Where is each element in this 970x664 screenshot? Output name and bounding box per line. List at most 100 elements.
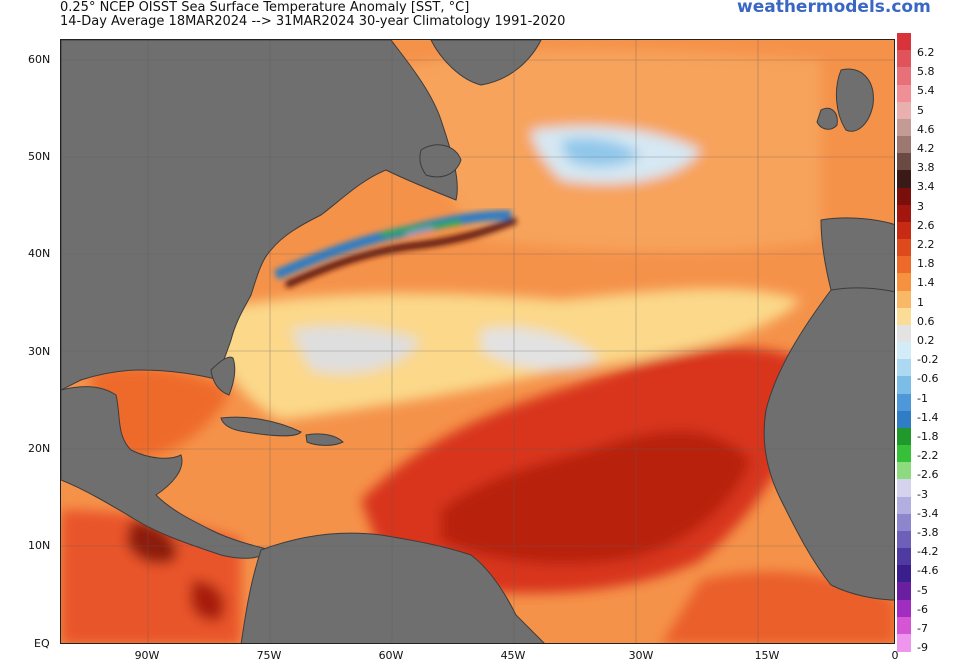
lon-label-0: 0 bbox=[891, 649, 899, 662]
map-frame bbox=[60, 39, 895, 644]
land-north-america bbox=[61, 40, 458, 391]
land-florida bbox=[210, 356, 236, 396]
colorbar-tick-label: 3.4 bbox=[917, 180, 935, 194]
colorbar-tick-label: 0.2 bbox=[917, 334, 935, 347]
colorbar-tick-label: 3.8 bbox=[917, 161, 935, 175]
colorbar-cell bbox=[897, 273, 911, 292]
colorbar-cell bbox=[897, 548, 911, 566]
colorbar-cell bbox=[897, 393, 911, 412]
colorbar-tick-label: -3 bbox=[917, 487, 928, 501]
colorbar-tick-label: 0.6 bbox=[917, 314, 935, 328]
lat-label-60n: 60N bbox=[28, 53, 51, 66]
colorbar-tick-label: 1.4 bbox=[917, 276, 935, 290]
colorbar-tick-label: -1.4 bbox=[917, 410, 939, 424]
colorbar-cell bbox=[897, 479, 911, 498]
title-line2: 14-Day Average 18MAR2024 --> 31MAR2024 3… bbox=[60, 14, 566, 29]
anomaly-grey-patches-2 bbox=[481, 327, 601, 371]
gulf-stream-ribbon bbox=[273, 210, 518, 289]
colorbar bbox=[897, 33, 911, 652]
colorbar-cell bbox=[897, 290, 911, 309]
colorbar-tick-label: 3 bbox=[917, 199, 924, 213]
land-mexico-central-america bbox=[61, 386, 272, 559]
colorbar-tick-label: 5.8 bbox=[917, 65, 935, 79]
colorbar-cell bbox=[897, 599, 911, 618]
colorbar-cell bbox=[897, 187, 911, 206]
colorbar-tick-label: 1 bbox=[917, 295, 924, 309]
anomaly-warm-core-pacific-2 bbox=[190, 580, 225, 621]
colorbar-tick-label: -7 bbox=[917, 622, 928, 635]
lon-label-30w: 30W bbox=[628, 649, 654, 662]
colorbar-tick-label: -9 bbox=[917, 641, 928, 655]
colorbar-cell bbox=[897, 239, 911, 257]
gulf-stream-warm bbox=[284, 216, 518, 289]
colorbar-cell bbox=[897, 582, 911, 601]
colorbar-tick-label: 5 bbox=[917, 103, 924, 117]
colorbar-tick-label: -3.8 bbox=[917, 526, 939, 539]
colorbar-tick-label: 1.8 bbox=[917, 257, 935, 271]
anomaly-cool-patch-north-2 bbox=[561, 138, 641, 167]
colorbar-cell bbox=[897, 204, 911, 223]
colorbar-cell bbox=[897, 496, 911, 515]
anomaly-fields bbox=[61, 50, 894, 643]
colorbar-cell bbox=[897, 256, 911, 274]
lat-label-40n: 40N bbox=[28, 247, 51, 260]
colorbar-cell bbox=[897, 342, 911, 360]
graticule bbox=[61, 40, 894, 643]
anomaly-gulf-of-mexico bbox=[91, 366, 231, 460]
colorbar-cell bbox=[897, 445, 911, 463]
colorbar-cell bbox=[897, 633, 911, 652]
colorbar-tick-label: 2.2 bbox=[917, 238, 935, 251]
colorbar-cell bbox=[897, 118, 911, 137]
sst-anomaly-map bbox=[61, 40, 894, 643]
lon-label-15w: 15W bbox=[754, 649, 780, 662]
colorbar-cell bbox=[897, 153, 911, 171]
colorbar-cell bbox=[897, 513, 911, 532]
brand-logo-text: weathermodels.com bbox=[737, 0, 931, 17]
colorbar-cell bbox=[897, 530, 911, 549]
land-masses bbox=[61, 40, 894, 643]
colorbar-tick-label: -2.6 bbox=[917, 468, 939, 482]
lat-label-eq: EQ bbox=[34, 637, 50, 650]
lon-label-60w: 60W bbox=[378, 649, 404, 662]
anomaly-warm-core bbox=[441, 431, 751, 564]
colorbar-cell bbox=[897, 565, 911, 583]
colorbar-tick-label: -4.2 bbox=[917, 545, 939, 559]
colorbar-tick-label: -6 bbox=[917, 602, 928, 616]
lat-label-20n: 20N bbox=[28, 442, 51, 455]
colorbar-cell bbox=[897, 50, 911, 68]
colorbar-tick-label: -0.6 bbox=[917, 372, 939, 386]
lon-label-90w: 90W bbox=[134, 649, 160, 662]
colorbar-cell bbox=[897, 221, 911, 240]
colorbar-tick-label: -1.8 bbox=[917, 430, 939, 443]
land-newfoundland bbox=[419, 144, 462, 178]
gulf-stream-green bbox=[380, 219, 462, 238]
colorbar-cell bbox=[897, 359, 911, 377]
colorbar-tick-label: 5.4 bbox=[917, 84, 935, 98]
land-south-america bbox=[240, 532, 545, 643]
colorbar-cell bbox=[897, 84, 911, 103]
colorbar-cell bbox=[897, 136, 911, 154]
colorbar-cell bbox=[897, 33, 911, 51]
colorbar-cell bbox=[897, 324, 911, 343]
lat-label-50n: 50N bbox=[28, 150, 51, 163]
title-line1: 0.25° NCEP OISST Sea Surface Temperature… bbox=[60, 0, 470, 15]
lat-label-10n: 10N bbox=[28, 539, 51, 552]
colorbar-cell bbox=[897, 410, 911, 429]
land-africa bbox=[763, 287, 894, 601]
colorbar-tick-label: -5 bbox=[917, 583, 928, 597]
colorbar-tick-label: -0.2 bbox=[917, 353, 939, 367]
colorbar-tick-label: -2.2 bbox=[917, 449, 939, 463]
colorbar-cell bbox=[897, 616, 911, 635]
colorbar-tick-label: -3.4 bbox=[917, 506, 939, 520]
lon-label-45w: 45W bbox=[500, 649, 526, 662]
lat-label-30n: 30N bbox=[28, 345, 51, 358]
colorbar-cell bbox=[897, 427, 911, 446]
colorbar-cell bbox=[897, 376, 911, 395]
land-british-isles bbox=[836, 68, 874, 132]
lon-label-75w: 75W bbox=[256, 649, 282, 662]
colorbar-cell bbox=[897, 462, 911, 480]
colorbar-cell bbox=[897, 307, 911, 326]
land-cuba bbox=[220, 416, 302, 437]
colorbar-tick-label: 6.2 bbox=[917, 46, 935, 59]
anomaly-grey-patches bbox=[291, 325, 421, 374]
